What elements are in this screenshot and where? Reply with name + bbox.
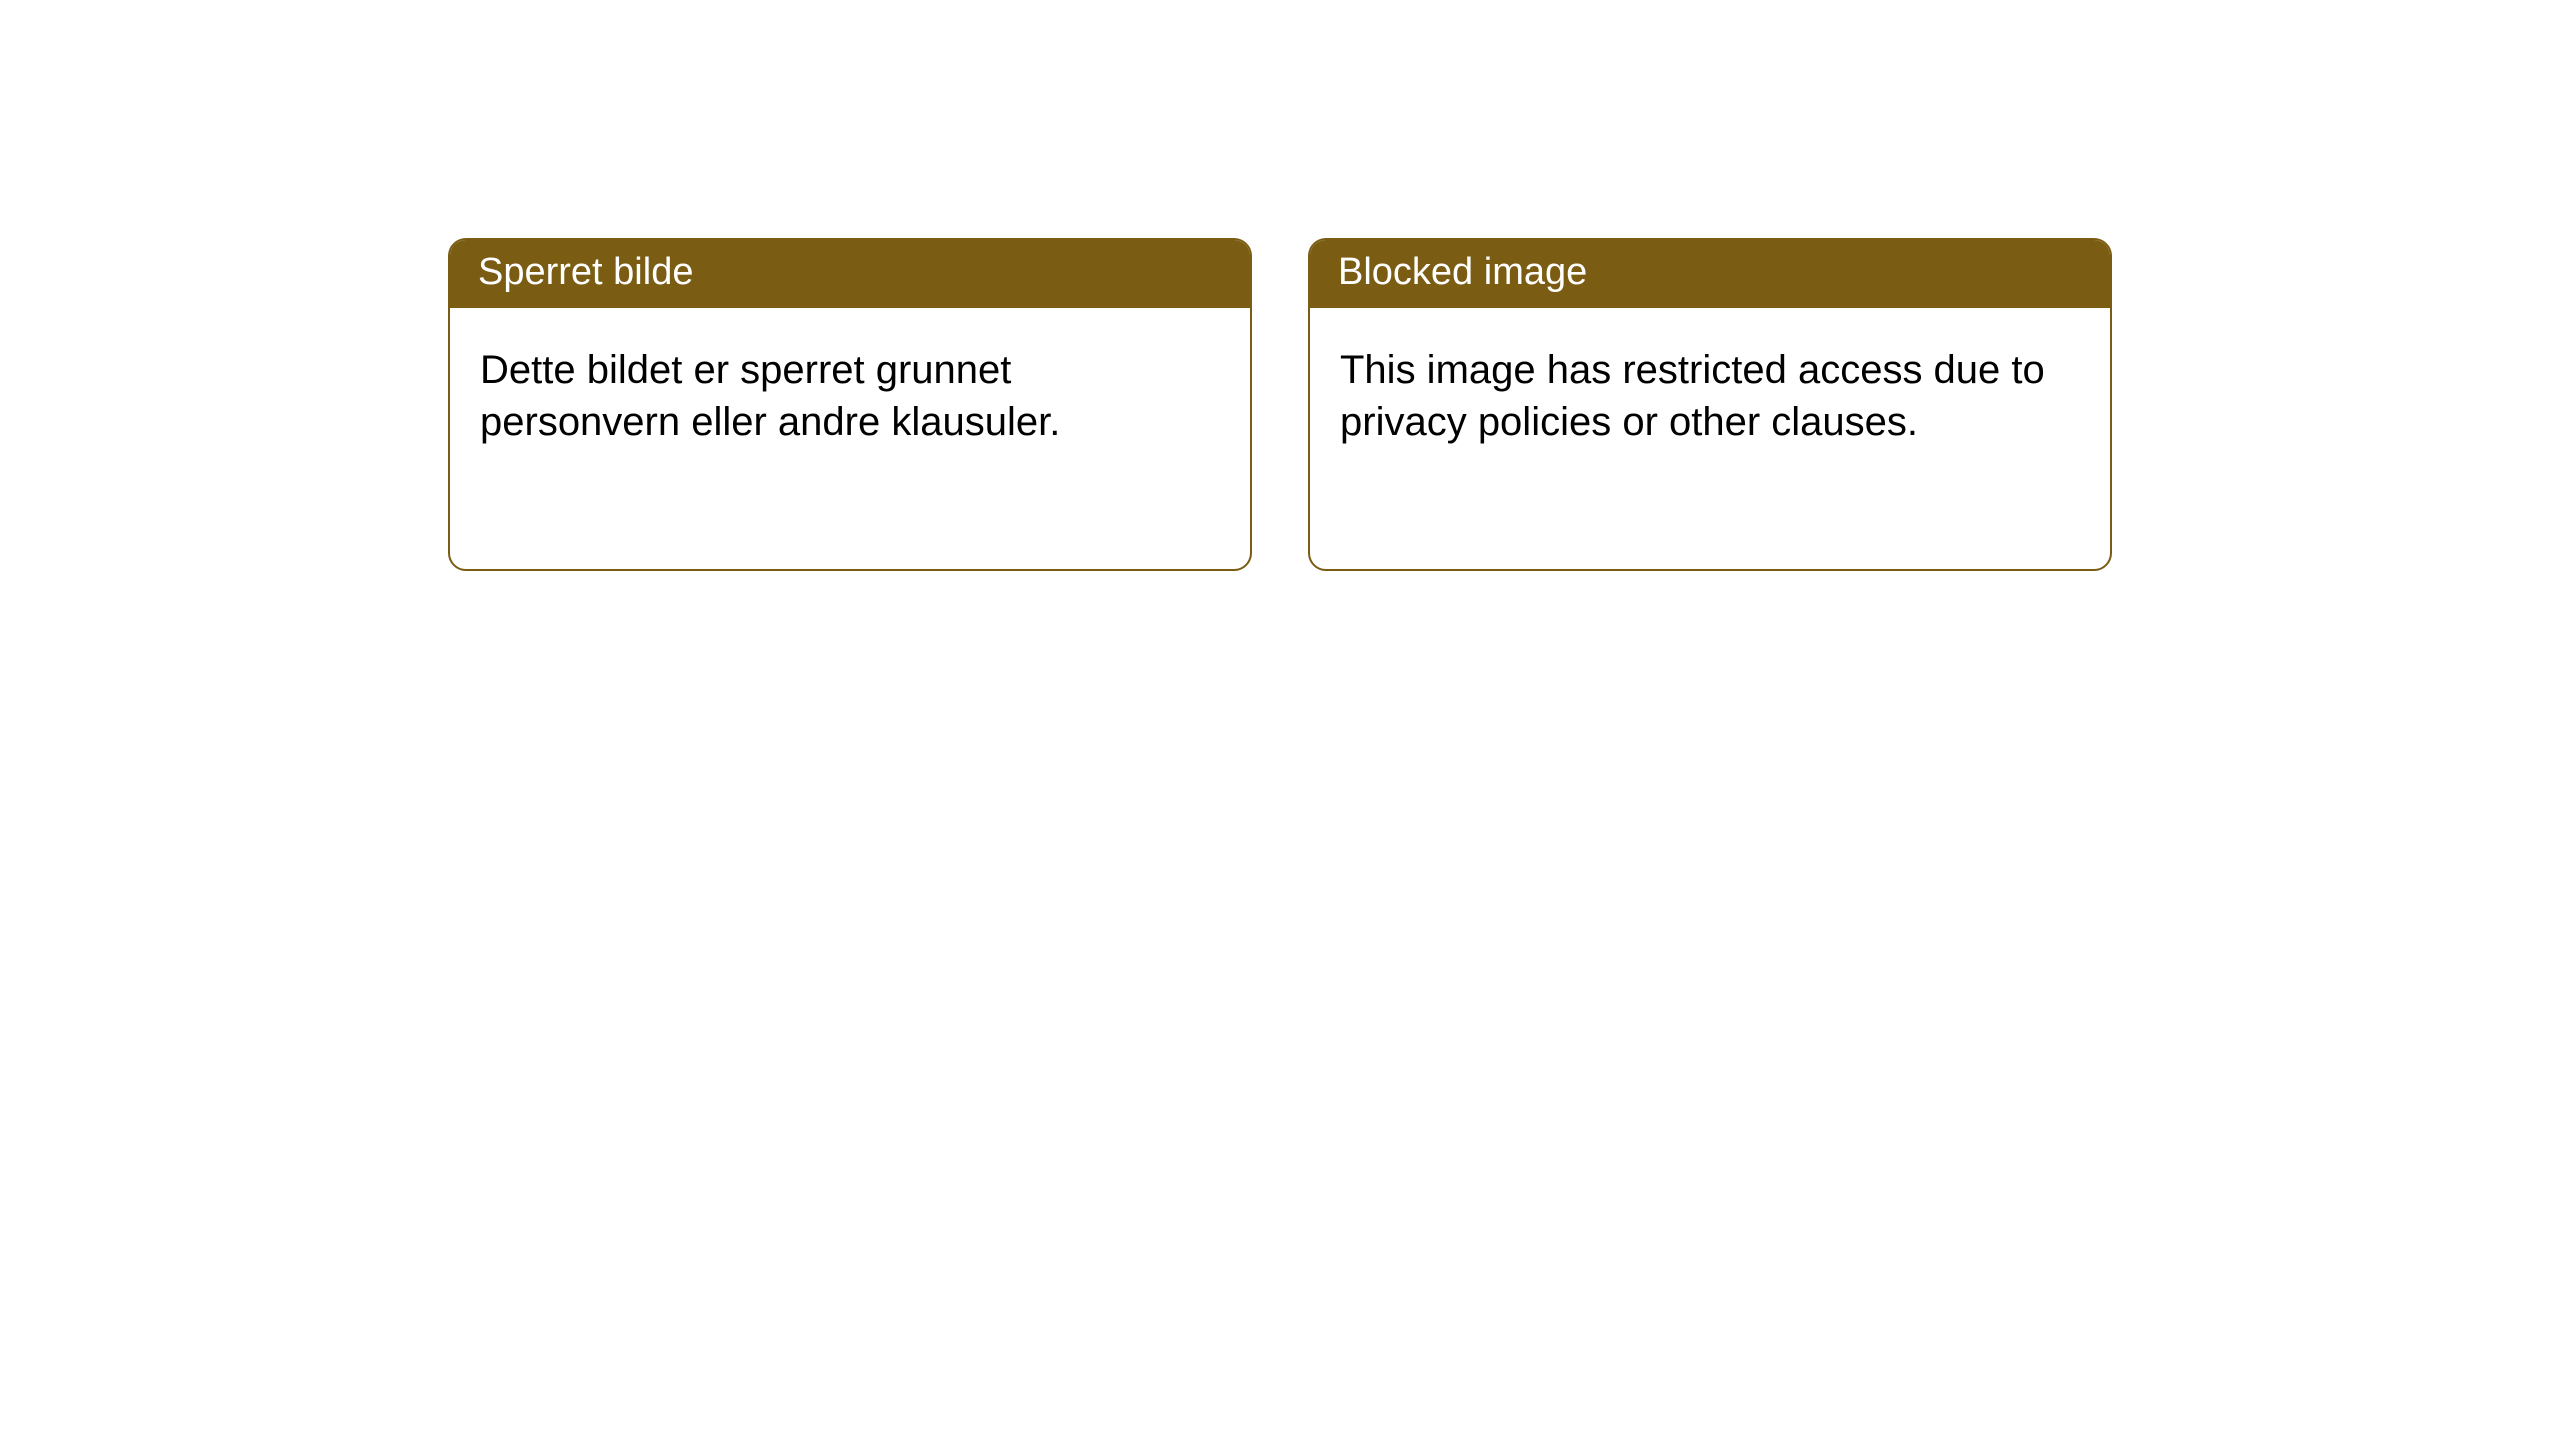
notice-header: Sperret bilde	[450, 240, 1250, 308]
notice-body: This image has restricted access due to …	[1310, 308, 2110, 478]
notice-message: Dette bildet er sperret grunnet personve…	[480, 348, 1060, 444]
notice-body: Dette bildet er sperret grunnet personve…	[450, 308, 1250, 478]
blocked-image-notice-english: Blocked image This image has restricted …	[1308, 238, 2112, 571]
notice-cards-container: Sperret bilde Dette bildet er sperret gr…	[0, 0, 2560, 571]
notice-title: Sperret bilde	[478, 251, 693, 293]
notice-title: Blocked image	[1338, 251, 1587, 293]
blocked-image-notice-norwegian: Sperret bilde Dette bildet er sperret gr…	[448, 238, 1252, 571]
notice-header: Blocked image	[1310, 240, 2110, 308]
notice-message: This image has restricted access due to …	[1340, 348, 2045, 444]
